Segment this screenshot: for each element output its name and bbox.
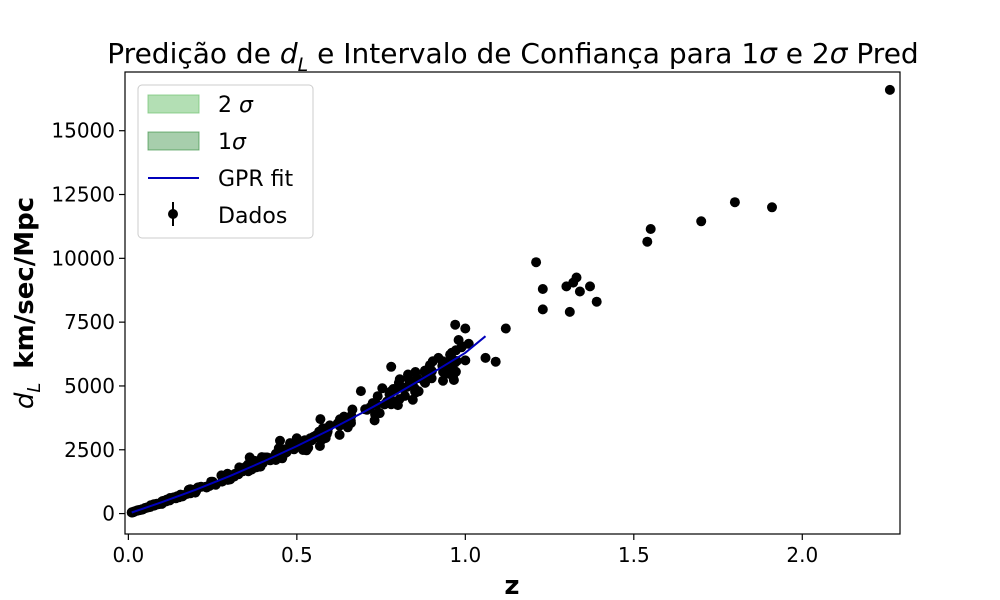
data-point bbox=[332, 418, 343, 429]
data-point bbox=[696, 216, 707, 227]
data-point bbox=[480, 352, 491, 363]
data-point bbox=[460, 323, 471, 334]
legend-patch-1sigma bbox=[147, 131, 200, 151]
data-point bbox=[767, 202, 777, 213]
ylabel-var-sub: L bbox=[24, 383, 45, 393]
data-point bbox=[433, 352, 444, 363]
title-var-sub: L bbox=[298, 54, 309, 76]
title-prefix: Predição de bbox=[107, 37, 280, 70]
data-point bbox=[319, 433, 330, 444]
legend-label-dados: Dados bbox=[218, 204, 287, 229]
y-axis-ticks: 0 2500 5000 7500 10000 12500 15000 bbox=[51, 119, 125, 526]
data-point bbox=[315, 414, 326, 425]
y-tick-label: 12500 bbox=[51, 183, 115, 207]
data-point bbox=[729, 197, 740, 208]
title-sigma1: σ bbox=[759, 37, 778, 70]
legend-label-gpr-fit: GPR fit bbox=[218, 167, 293, 192]
data-point bbox=[397, 382, 408, 393]
data-point bbox=[334, 429, 345, 440]
data-point bbox=[645, 224, 656, 234]
data-point bbox=[490, 356, 501, 367]
y-tick-label: 7500 bbox=[64, 310, 115, 334]
data-point bbox=[447, 371, 458, 382]
data-point bbox=[291, 433, 302, 444]
data-point bbox=[537, 304, 548, 315]
title-middle: e Intervalo de Confiança para 1 bbox=[308, 37, 759, 70]
x-axis-ticks: 0.0 0.5 1.0 1.5 2.0 bbox=[112, 534, 818, 567]
data-point bbox=[564, 306, 575, 317]
legend-2sigma-text: 2 bbox=[218, 93, 239, 118]
data-point bbox=[591, 296, 602, 307]
data-point bbox=[275, 435, 285, 446]
x-tick-label: 0.0 bbox=[112, 543, 144, 567]
y-tick-label: 10000 bbox=[51, 246, 115, 270]
title-suffix: Pred bbox=[848, 37, 919, 70]
data-point bbox=[339, 411, 349, 422]
y-tick-label: 5000 bbox=[64, 374, 115, 398]
legend-patch-2sigma bbox=[147, 94, 200, 114]
data-point bbox=[884, 84, 895, 95]
data-point bbox=[386, 361, 397, 372]
chart-title: Predição de dL e Intervalo de Confiança … bbox=[107, 37, 918, 76]
legend-2sigma-symbol: σ bbox=[239, 93, 254, 118]
data-point bbox=[347, 404, 358, 415]
ylabel-var-base: d bbox=[10, 392, 40, 409]
title-var-base: d bbox=[280, 37, 298, 70]
data-point bbox=[438, 375, 448, 386]
gpr-fit-line bbox=[131, 335, 487, 514]
ylabel-units: km/sec/Mpc bbox=[10, 197, 40, 369]
plot-frame bbox=[124, 71, 901, 535]
data-point bbox=[460, 355, 471, 366]
data-point bbox=[403, 369, 413, 380]
data-point bbox=[370, 409, 381, 420]
x-tick-label: 0.5 bbox=[281, 543, 313, 567]
legend-1sigma-text: 1 bbox=[218, 130, 232, 155]
data-point bbox=[537, 284, 548, 294]
data-point bbox=[372, 391, 383, 402]
legend-1sigma-symbol: σ bbox=[232, 130, 247, 155]
x-tick-label: 1.0 bbox=[449, 543, 481, 567]
title-and: e 2 bbox=[777, 37, 830, 70]
data-point bbox=[642, 236, 653, 247]
data-point bbox=[355, 386, 366, 397]
data-point bbox=[409, 383, 420, 394]
data-point bbox=[407, 394, 418, 405]
data-point bbox=[450, 319, 461, 330]
legend: 2 σ 1σ GPR fit Dados bbox=[137, 84, 314, 239]
legend-label-2sigma: 2 σ bbox=[218, 93, 254, 118]
y-tick-label: 0 bbox=[102, 502, 115, 526]
x-axis-label: z bbox=[504, 571, 519, 600]
legend-label-1sigma: 1σ bbox=[218, 130, 247, 155]
legend-box bbox=[137, 84, 314, 239]
data-point bbox=[457, 341, 467, 352]
y-tick-label: 2500 bbox=[64, 438, 115, 462]
y-axis-label: dLkm/sec/Mpc bbox=[10, 197, 45, 409]
data-point bbox=[382, 396, 392, 407]
data-point bbox=[392, 400, 403, 411]
data-point bbox=[571, 272, 582, 283]
data-point bbox=[500, 323, 511, 334]
data-point bbox=[574, 286, 585, 297]
data-point bbox=[244, 452, 255, 463]
gpr-fit-layer bbox=[131, 335, 487, 514]
data-point bbox=[531, 257, 542, 268]
y-tick-label: 15000 bbox=[51, 119, 115, 143]
title-sigma2: σ bbox=[830, 37, 849, 70]
data-point bbox=[446, 347, 457, 358]
data-point bbox=[377, 383, 388, 394]
x-tick-label: 2.0 bbox=[786, 543, 818, 567]
data-point bbox=[314, 441, 325, 451]
legend-marker-dados bbox=[168, 209, 178, 219]
data-point bbox=[419, 365, 430, 376]
data-point bbox=[301, 445, 312, 456]
x-tick-label: 1.5 bbox=[618, 543, 650, 567]
data-point bbox=[585, 281, 595, 292]
data-point bbox=[394, 374, 405, 385]
